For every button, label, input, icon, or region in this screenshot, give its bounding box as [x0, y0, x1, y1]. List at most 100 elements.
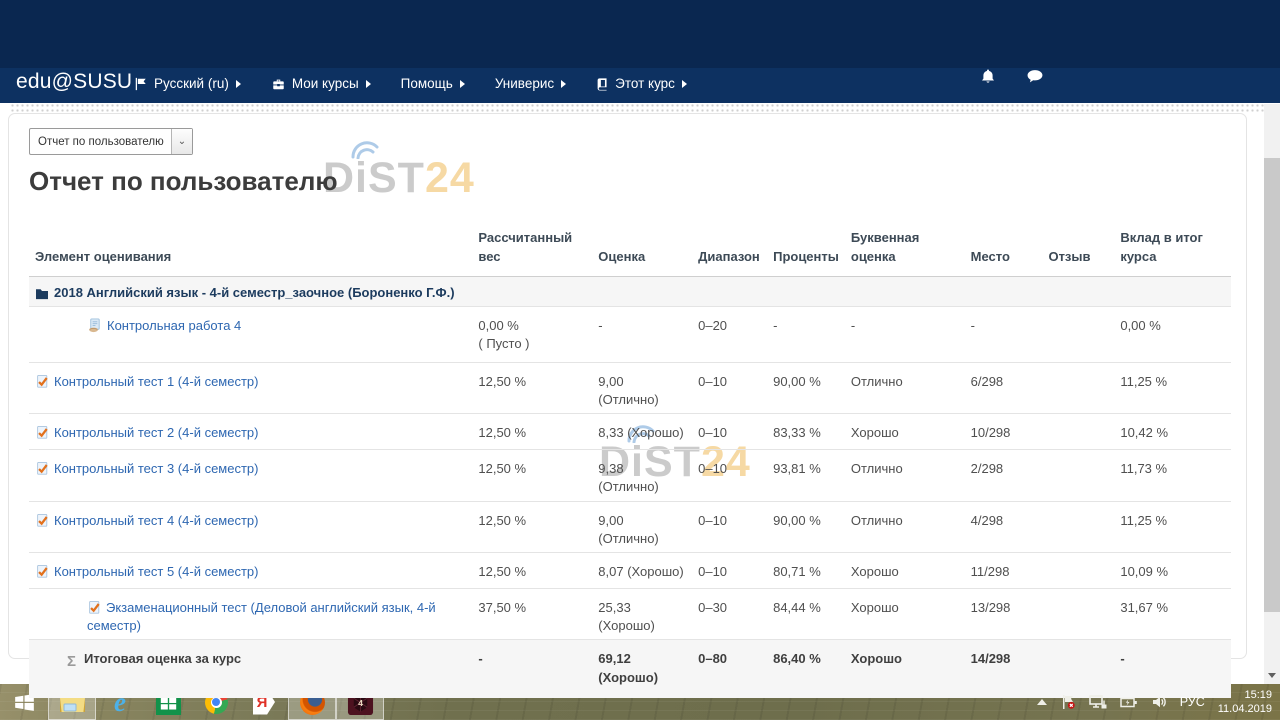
explorer-taskbar-button[interactable] — [48, 684, 96, 720]
nav-item-label: Универис — [494, 76, 555, 91]
cell-contribution: 10,09 % — [1120, 564, 1169, 579]
cell-percent: 80,71 % — [773, 564, 821, 579]
brand-logo[interactable]: edu@SUSU — [16, 70, 133, 93]
table-row: Σ Итоговая оценка за курс - 69,12 (Хорошо) 0–… — [29, 639, 1231, 698]
select-dropdown-arrow-icon: ⌄ — [171, 129, 192, 154]
store-taskbar-button[interactable] — [144, 684, 192, 720]
cell-range: 0–10 — [698, 564, 728, 579]
taskbar: e Я 4 РУС 15:19 11.04.2019 — [0, 684, 1280, 720]
scrollbar-thumb[interactable] — [1264, 158, 1280, 612]
archive-taskbar-button[interactable]: 4 — [336, 684, 384, 720]
cell-feedback — [1042, 362, 1114, 413]
cell-weight: 12,50 % — [478, 373, 527, 389]
cell-percent: 90,00 % — [773, 512, 821, 528]
folder-icon — [36, 288, 48, 299]
cell-weight: 37,50 % — [478, 600, 527, 615]
firefox-icon — [299, 689, 325, 715]
cell-contribution: 0,00 % — [1120, 317, 1161, 333]
file-explorer-icon — [59, 693, 85, 712]
cell-letter: Хорошо — [850, 564, 899, 579]
cell-percent: - — [773, 317, 778, 333]
ie-taskbar-button[interactable]: e — [96, 684, 144, 720]
caret-right-icon — [365, 79, 371, 88]
cell-weight: 12,50 % — [478, 425, 527, 441]
messages-chat-icon[interactable] — [1026, 68, 1044, 90]
grade-item-link[interactable]: Контрольная работа 4 — [107, 317, 242, 333]
cell-grade: 25,33 (Хорошо) — [598, 600, 655, 634]
table-row: Экзаменационный тест (Деловой английский… — [29, 588, 1231, 640]
col-header-percent: Проценты — [767, 229, 845, 277]
nav-item-label: Этот курс — [615, 76, 675, 91]
col-header-contribution: Вклад в итог курса — [1114, 229, 1231, 277]
cell-feedback — [1042, 553, 1114, 589]
clock-date: 11.04.2019 — [1217, 703, 1272, 715]
table-header-row: Элемент оценивания Рассчитанный вес Оценка Д… — [29, 229, 1231, 277]
grade-item-link[interactable]: Контрольный тест 5 (4-й семестр) — [54, 564, 259, 579]
vertical-scrollbar[interactable] — [1264, 104, 1280, 684]
language-indicator[interactable]: РУС — [1179, 695, 1205, 709]
col-header-range: Диапазон — [692, 229, 768, 277]
nav-item-4[interactable]: Универис — [494, 76, 567, 91]
cell-rank: 11/298 — [970, 564, 1010, 579]
system-tray: РУС 15:19 11.04.2019 — [1036, 684, 1280, 720]
cell-rank: 13/298 — [970, 600, 1011, 615]
cell-letter: Хорошо — [850, 425, 899, 441]
table-row: Контрольная работа 4 0,00 %( Пусто ) - 0–20… — [29, 306, 1231, 362]
battery-icon[interactable] — [1119, 695, 1138, 710]
grade-item-link[interactable]: Контрольный тест 3 (4-й семестр) — [54, 461, 259, 477]
cell-percent: 93,81 % — [773, 461, 821, 477]
grade-item-link[interactable]: Контрольный тест 1 (4-й семестр) — [54, 373, 259, 389]
cell-weight: 0,00 %( Пусто ) — [478, 317, 530, 352]
cell-contribution: 11,73 % — [1120, 461, 1168, 477]
volume-speaker-icon[interactable] — [1151, 694, 1167, 710]
nav-item-label: Мои курсы — [291, 76, 359, 91]
action-center-flag-icon[interactable] — [1060, 694, 1076, 710]
grade-item-link[interactable]: Контрольный тест 2 (4-й семестр) — [54, 425, 259, 441]
nav-item-5[interactable]: Этот курс — [596, 76, 687, 91]
start-taskbar-button[interactable] — [0, 684, 48, 720]
report-type-select[interactable]: Отчет по пользователю ⌄ — [29, 128, 193, 155]
cell-range: 0–10 — [698, 373, 728, 389]
col-header-weight: Рассчитанный вес — [472, 229, 593, 277]
cell-range: 0–10 — [698, 512, 728, 528]
flag-icon — [134, 77, 148, 91]
cell-contribution: - — [1120, 651, 1125, 667]
cell-contribution: 31,67 % — [1120, 600, 1169, 615]
scrollbar-down-button[interactable] — [1264, 666, 1280, 684]
firefox-taskbar-button[interactable] — [288, 684, 336, 720]
yandex-taskbar-button[interactable]: Я — [240, 684, 288, 720]
col-header-letter: Буквенная оценка — [844, 229, 965, 277]
table-row: Контрольный тест 3 (4-й семестр) 12,50 % 9… — [29, 449, 1231, 501]
nav-item-3[interactable]: Помощь — [401, 76, 465, 91]
page-title: Отчет по пользователю — [29, 166, 338, 196]
grade-item-link[interactable]: Контрольный тест 4 (4-й семестр) — [54, 512, 259, 528]
book-icon — [596, 77, 609, 91]
chrome-taskbar-button[interactable] — [192, 684, 240, 720]
caret-right-icon — [681, 79, 687, 88]
nav-item-2[interactable]: Мои курсы — [271, 76, 371, 91]
col-header-grade: Оценка — [592, 229, 693, 277]
notifications-bell-icon[interactable] — [980, 68, 996, 90]
network-icon[interactable] — [1088, 694, 1107, 710]
cell-weight: 12,50 % — [478, 564, 527, 579]
cell-feedback — [1042, 589, 1114, 640]
tray-show-hidden-icons-arrow[interactable] — [1036, 699, 1047, 705]
dotted-texture-band — [10, 103, 1264, 114]
caret-right-icon — [235, 79, 241, 88]
cell-contribution: 11,25 % — [1120, 373, 1168, 389]
cell-rank: 2/298 — [970, 461, 1004, 477]
table-row: Контрольный тест 1 (4-й семестр) 12,50 % 9… — [29, 362, 1231, 413]
clock[interactable]: 15:19 11.04.2019 — [1218, 688, 1272, 717]
cell-item: Контрольный тест 4 (4-й семестр) — [29, 501, 472, 552]
quiz-icon — [37, 513, 48, 527]
cell-item: Контрольный тест 3 (4-й семестр) — [29, 450, 472, 501]
cell-feedback — [1042, 306, 1114, 362]
cell-percent: 83,33 % — [773, 425, 821, 441]
grade-item-link[interactable]: Экзаменационный тест (Деловой английский… — [87, 600, 436, 634]
cell-percent: 86,40 % — [773, 651, 821, 667]
cell-item: Контрольный тест 1 (4-й семестр) — [29, 362, 472, 413]
nav-item-1[interactable]: Русский (ru) — [134, 76, 241, 91]
cell-grade: 8,33 (Хорошо) — [598, 425, 684, 441]
main-nav: Русский (ru) Мои курсы Помощь Универис Этот … — [134, 76, 687, 91]
